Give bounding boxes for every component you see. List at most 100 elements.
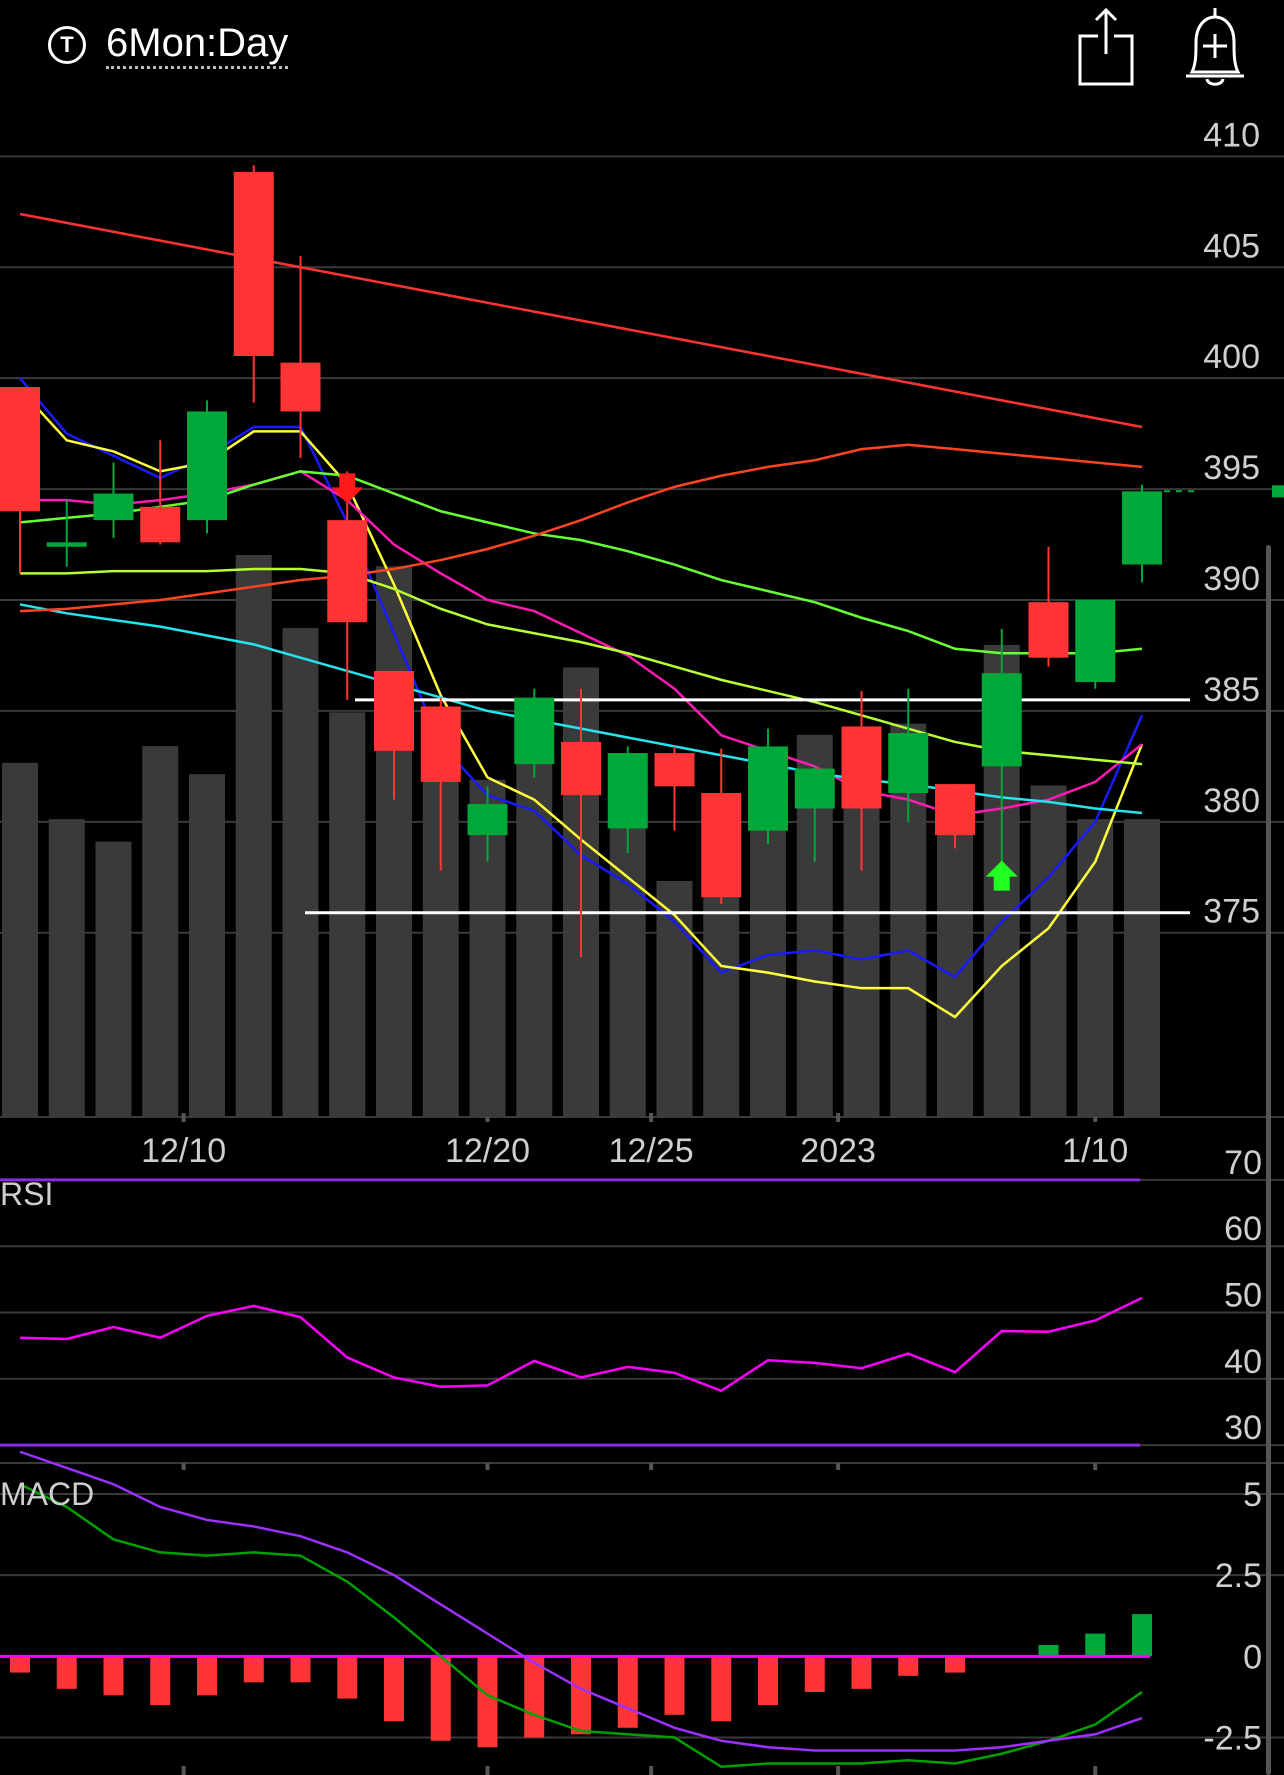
price-tick-label: 410 <box>1203 116 1260 154</box>
signal-arrows <box>331 473 1018 891</box>
macd-tick-label: 2.5 <box>1215 1557 1262 1595</box>
bell-plus-icon[interactable] <box>1180 4 1250 88</box>
candle <box>374 670 414 800</box>
candle-body <box>561 741 601 796</box>
macd-histogram-bar <box>945 1656 965 1673</box>
candle <box>935 784 975 849</box>
ma_red_long-line <box>19 212 1143 429</box>
rsi-tick-label: 50 <box>1224 1277 1262 1315</box>
candle-body <box>0 387 40 512</box>
macd-histogram-bar <box>898 1656 919 1676</box>
macd-histogram-bar <box>337 1656 358 1699</box>
candle <box>187 400 227 534</box>
sell-arrow-icon <box>331 473 364 504</box>
price-tick-label: 400 <box>1203 338 1260 376</box>
price-tick-label: 395 <box>1203 449 1260 487</box>
candle-body <box>841 726 882 809</box>
macd-histogram-bar <box>290 1656 311 1683</box>
candle <box>467 786 508 862</box>
x-tick-label: 12/20 <box>445 1132 530 1170</box>
rsi-tick-label: 70 <box>1224 1144 1262 1182</box>
support-lines <box>305 485 1284 915</box>
candle-body <box>327 520 368 623</box>
volume-bar <box>95 841 132 1117</box>
price-tick-label: 385 <box>1203 671 1260 709</box>
macd-histogram-bar <box>197 1656 217 1696</box>
macd-histogram-bar <box>243 1656 264 1683</box>
macd-line <box>19 1483 1143 1769</box>
macd-histogram-bar <box>571 1656 591 1735</box>
candle <box>327 471 368 700</box>
macd-tick-label: -2.5 <box>1203 1720 1262 1758</box>
candle <box>1028 546 1069 667</box>
candle <box>794 766 835 862</box>
rsi-tick-label: 60 <box>1224 1210 1262 1248</box>
macd-signal-line <box>19 1450 1143 1752</box>
candle <box>280 256 321 459</box>
candle <box>1122 484 1162 583</box>
candle-body <box>701 792 742 898</box>
macd-histogram-bar <box>1038 1644 1059 1657</box>
rsi-line <box>19 1296 1143 1393</box>
volume-bar <box>282 628 319 1117</box>
candle <box>981 628 1022 871</box>
volume-bar <box>750 819 786 1117</box>
volume-bar <box>142 746 179 1117</box>
candle-body <box>280 362 321 412</box>
candle-body <box>794 768 835 809</box>
macd-histogram-bar <box>711 1656 732 1722</box>
candle-body <box>374 670 414 751</box>
price-tick-label: 390 <box>1203 560 1260 598</box>
macd-histogram-bar <box>524 1656 545 1738</box>
candle-body <box>93 493 134 521</box>
price-tick-label: 380 <box>1203 782 1260 820</box>
volume-bar <box>48 819 85 1117</box>
candle-body <box>140 506 181 543</box>
candle <box>701 748 742 904</box>
last-price-tag <box>1272 485 1284 498</box>
candle-body <box>935 784 975 836</box>
macd-histogram-bar <box>384 1656 404 1722</box>
x-tick-label: 12/10 <box>141 1132 226 1170</box>
vertical-scrollbar[interactable] <box>1266 545 1271 1775</box>
candle-body <box>187 411 227 521</box>
rsi-title: RSI <box>0 1176 53 1212</box>
candle <box>420 697 461 871</box>
candle-body <box>420 706 461 782</box>
volume-bar <box>2 762 38 1117</box>
share-icon[interactable] <box>1076 6 1136 86</box>
candle <box>140 440 181 545</box>
x-tick-label: 2023 <box>800 1132 876 1170</box>
candlesticks <box>0 165 1162 958</box>
candle <box>1075 600 1116 689</box>
macd-tick-label: 5 <box>1243 1476 1262 1514</box>
ma_lime-line <box>20 567 1143 766</box>
period-type-icon[interactable]: T <box>48 26 86 64</box>
macd-histogram-bar <box>430 1656 451 1741</box>
candle-body <box>1075 600 1116 683</box>
candle <box>607 746 648 853</box>
macd-histogram-bar <box>851 1656 872 1689</box>
ma_orange-line <box>19 443 1143 613</box>
top-bar: T 6Mon:Day <box>0 0 1284 95</box>
x-tick-label: 12/25 <box>609 1132 694 1170</box>
candle-body <box>46 542 87 547</box>
volume-bar <box>516 723 553 1117</box>
volume-bar <box>1030 785 1067 1117</box>
volume-bar <box>235 555 272 1117</box>
rsi-tick-label: 30 <box>1224 1409 1262 1447</box>
candle-body <box>1028 602 1069 658</box>
macd-histogram-bar <box>664 1656 685 1715</box>
candle <box>93 462 134 538</box>
price-tick-label: 405 <box>1203 227 1260 265</box>
volume-bar <box>1124 819 1160 1117</box>
period-selector[interactable]: 6Mon:Day <box>106 20 289 69</box>
candle <box>233 165 274 403</box>
candle-body <box>981 673 1022 767</box>
macd-title: MACD <box>0 1476 94 1512</box>
buy-arrow-icon <box>985 860 1018 891</box>
candle-body <box>233 171 274 356</box>
volume-bar <box>189 774 225 1117</box>
